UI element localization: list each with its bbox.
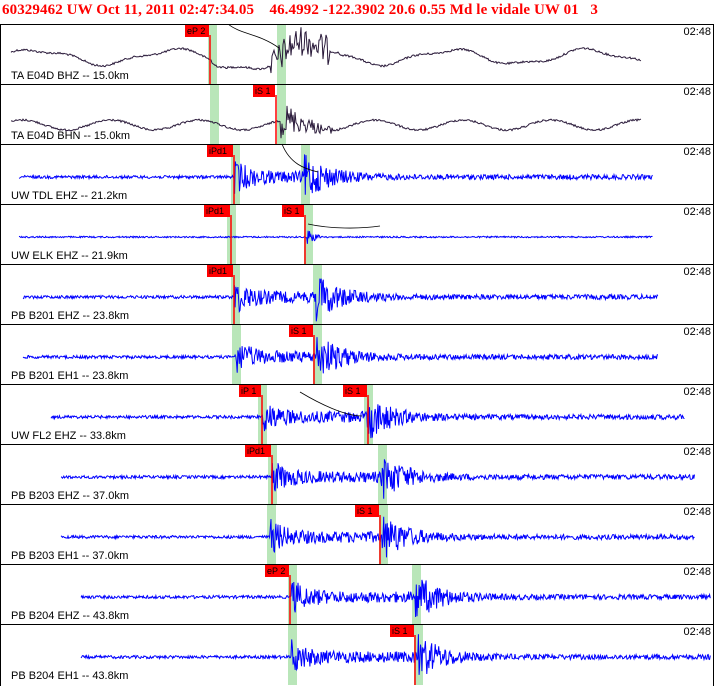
trace-row[interactable]: iPd1 PB B203 EHZ -- 37.0km 02:48 [0, 444, 714, 505]
channel-label: UW ELK EHZ -- 21.9km [11, 250, 128, 262]
channel-label: TA E04D BHZ -- 15.0km [11, 70, 129, 82]
time-label: 02:48 [683, 626, 711, 638]
phase-pick-label[interactable]: iS 1 [343, 385, 367, 397]
time-label: 02:48 [683, 86, 711, 98]
trace-row[interactable]: eP 2 TA E04D BHZ -- 15.0km 02:48 [0, 24, 714, 85]
waveform-trace [18, 230, 653, 244]
waveform [18, 145, 653, 205]
time-label: 02:48 [683, 566, 711, 578]
phase-pick-label[interactable]: eP 2 [185, 25, 209, 37]
time-label: 02:48 [683, 26, 711, 38]
moveout-curve [307, 223, 381, 229]
moveout-curve [227, 24, 280, 49]
phase-pick-label[interactable]: eP 2 [265, 565, 289, 577]
phase-pick-label[interactable]: iPd1 [245, 445, 271, 457]
phase-pick-label[interactable]: iS 1 [390, 625, 414, 637]
phase-window [210, 85, 219, 145]
phase-pick-label[interactable]: iPd1 [207, 145, 233, 157]
trace-row[interactable]: iS 1 PB B203 EH1 -- 37.0km 02:48 [0, 504, 714, 565]
waveform-trace [60, 459, 695, 499]
channel-label: PB B203 EHZ -- 37.0km [11, 490, 129, 502]
moveout-curve [281, 143, 319, 173]
phase-window [208, 25, 217, 85]
seismogram-panel[interactable]: eP 2 TA E04D BHZ -- 15.0km 02:48 iS 1 TA E04… [0, 24, 715, 686]
trace-row[interactable]: iPd1 UW TDL EHZ -- 21.2km 02:48 [0, 144, 714, 205]
waveform-trace [60, 516, 695, 558]
waveform-trace [18, 154, 653, 195]
trace-row[interactable]: iS 1 PB B201 EH1 -- 23.8km 02:48 [0, 324, 714, 385]
phase-pick-label[interactable]: iS 1 [355, 505, 379, 517]
time-label: 02:48 [683, 266, 711, 278]
phase-pick-label[interactable]: iS 1 [289, 325, 313, 337]
phase-window [232, 325, 241, 385]
waveform-trace [22, 278, 659, 322]
waveform-trace [22, 337, 659, 374]
channel-label: PB B204 EH1 -- 43.8km [11, 670, 129, 682]
trace-row[interactable]: iP 1 iS 1 UW FL2 EHZ -- 33.8km 02:48 [0, 384, 714, 445]
waveform-trace [80, 634, 711, 675]
waveform [60, 445, 695, 505]
event-title: 60329462 UW Oct 11, 2011 02:47:34.05 46.… [2, 2, 598, 18]
moveout-curve [299, 391, 363, 417]
waveform [22, 325, 659, 385]
time-label: 02:48 [683, 506, 711, 518]
phase-window [313, 265, 322, 325]
waveform-trace [80, 579, 711, 618]
time-label: 02:48 [683, 386, 711, 398]
phase-pick-label[interactable]: iP 1 [239, 385, 261, 397]
title-bar: 60329462 UW Oct 11, 2011 02:47:34.05 46.… [0, 0, 715, 24]
phase-pick-label[interactable]: iS 1 [282, 205, 304, 217]
channel-label: PB B201 EH1 -- 23.8km [11, 370, 129, 382]
trace-row[interactable]: iPd1 iS 1 UW ELK EHZ -- 21.9km 02:48 [0, 204, 714, 265]
phase-pick-label[interactable]: iPd1 [204, 205, 230, 217]
trace-row[interactable]: eP 2 PB B204 EHZ -- 43.8km 02:48 [0, 564, 714, 625]
trace-row[interactable]: iPd1 PB B201 EHZ -- 23.8km 02:48 [0, 264, 714, 325]
time-label: 02:48 [683, 146, 711, 158]
trace-row[interactable]: iS 1 PB B204 EH1 -- 43.8km 02:48 [0, 624, 714, 686]
waveform [10, 25, 642, 85]
time-label: 02:48 [683, 326, 711, 338]
waveform [60, 505, 695, 565]
pick-overlay [227, 24, 381, 417]
phase-pick-label[interactable]: iS 1 [253, 85, 275, 97]
waveform [80, 625, 711, 685]
waveform [10, 85, 642, 145]
phase-window [277, 25, 286, 85]
phase-window [277, 85, 286, 145]
time-label: 02:48 [683, 446, 711, 458]
channel-label: UW FL2 EHZ -- 33.8km [11, 430, 126, 442]
channel-label: PB B203 EH1 -- 37.0km [11, 550, 129, 562]
waveform [80, 565, 711, 625]
channel-label: PB B204 EHZ -- 43.8km [11, 610, 129, 622]
waveform-trace [10, 105, 642, 139]
waveform [22, 265, 659, 325]
channel-label: UW TDL EHZ -- 21.2km [11, 190, 128, 202]
waveform-trace [10, 27, 642, 74]
channel-label: PB B201 EHZ -- 23.8km [11, 310, 129, 322]
waveform [18, 205, 653, 265]
waveform [50, 385, 685, 445]
channel-label: TA E04D BHN -- 15.0km [11, 130, 130, 142]
phase-pick-label[interactable]: iPd1 [207, 265, 233, 277]
time-label: 02:48 [683, 206, 711, 218]
trace-row[interactable]: iS 1 TA E04D BHN -- 15.0km 02:48 [0, 84, 714, 145]
